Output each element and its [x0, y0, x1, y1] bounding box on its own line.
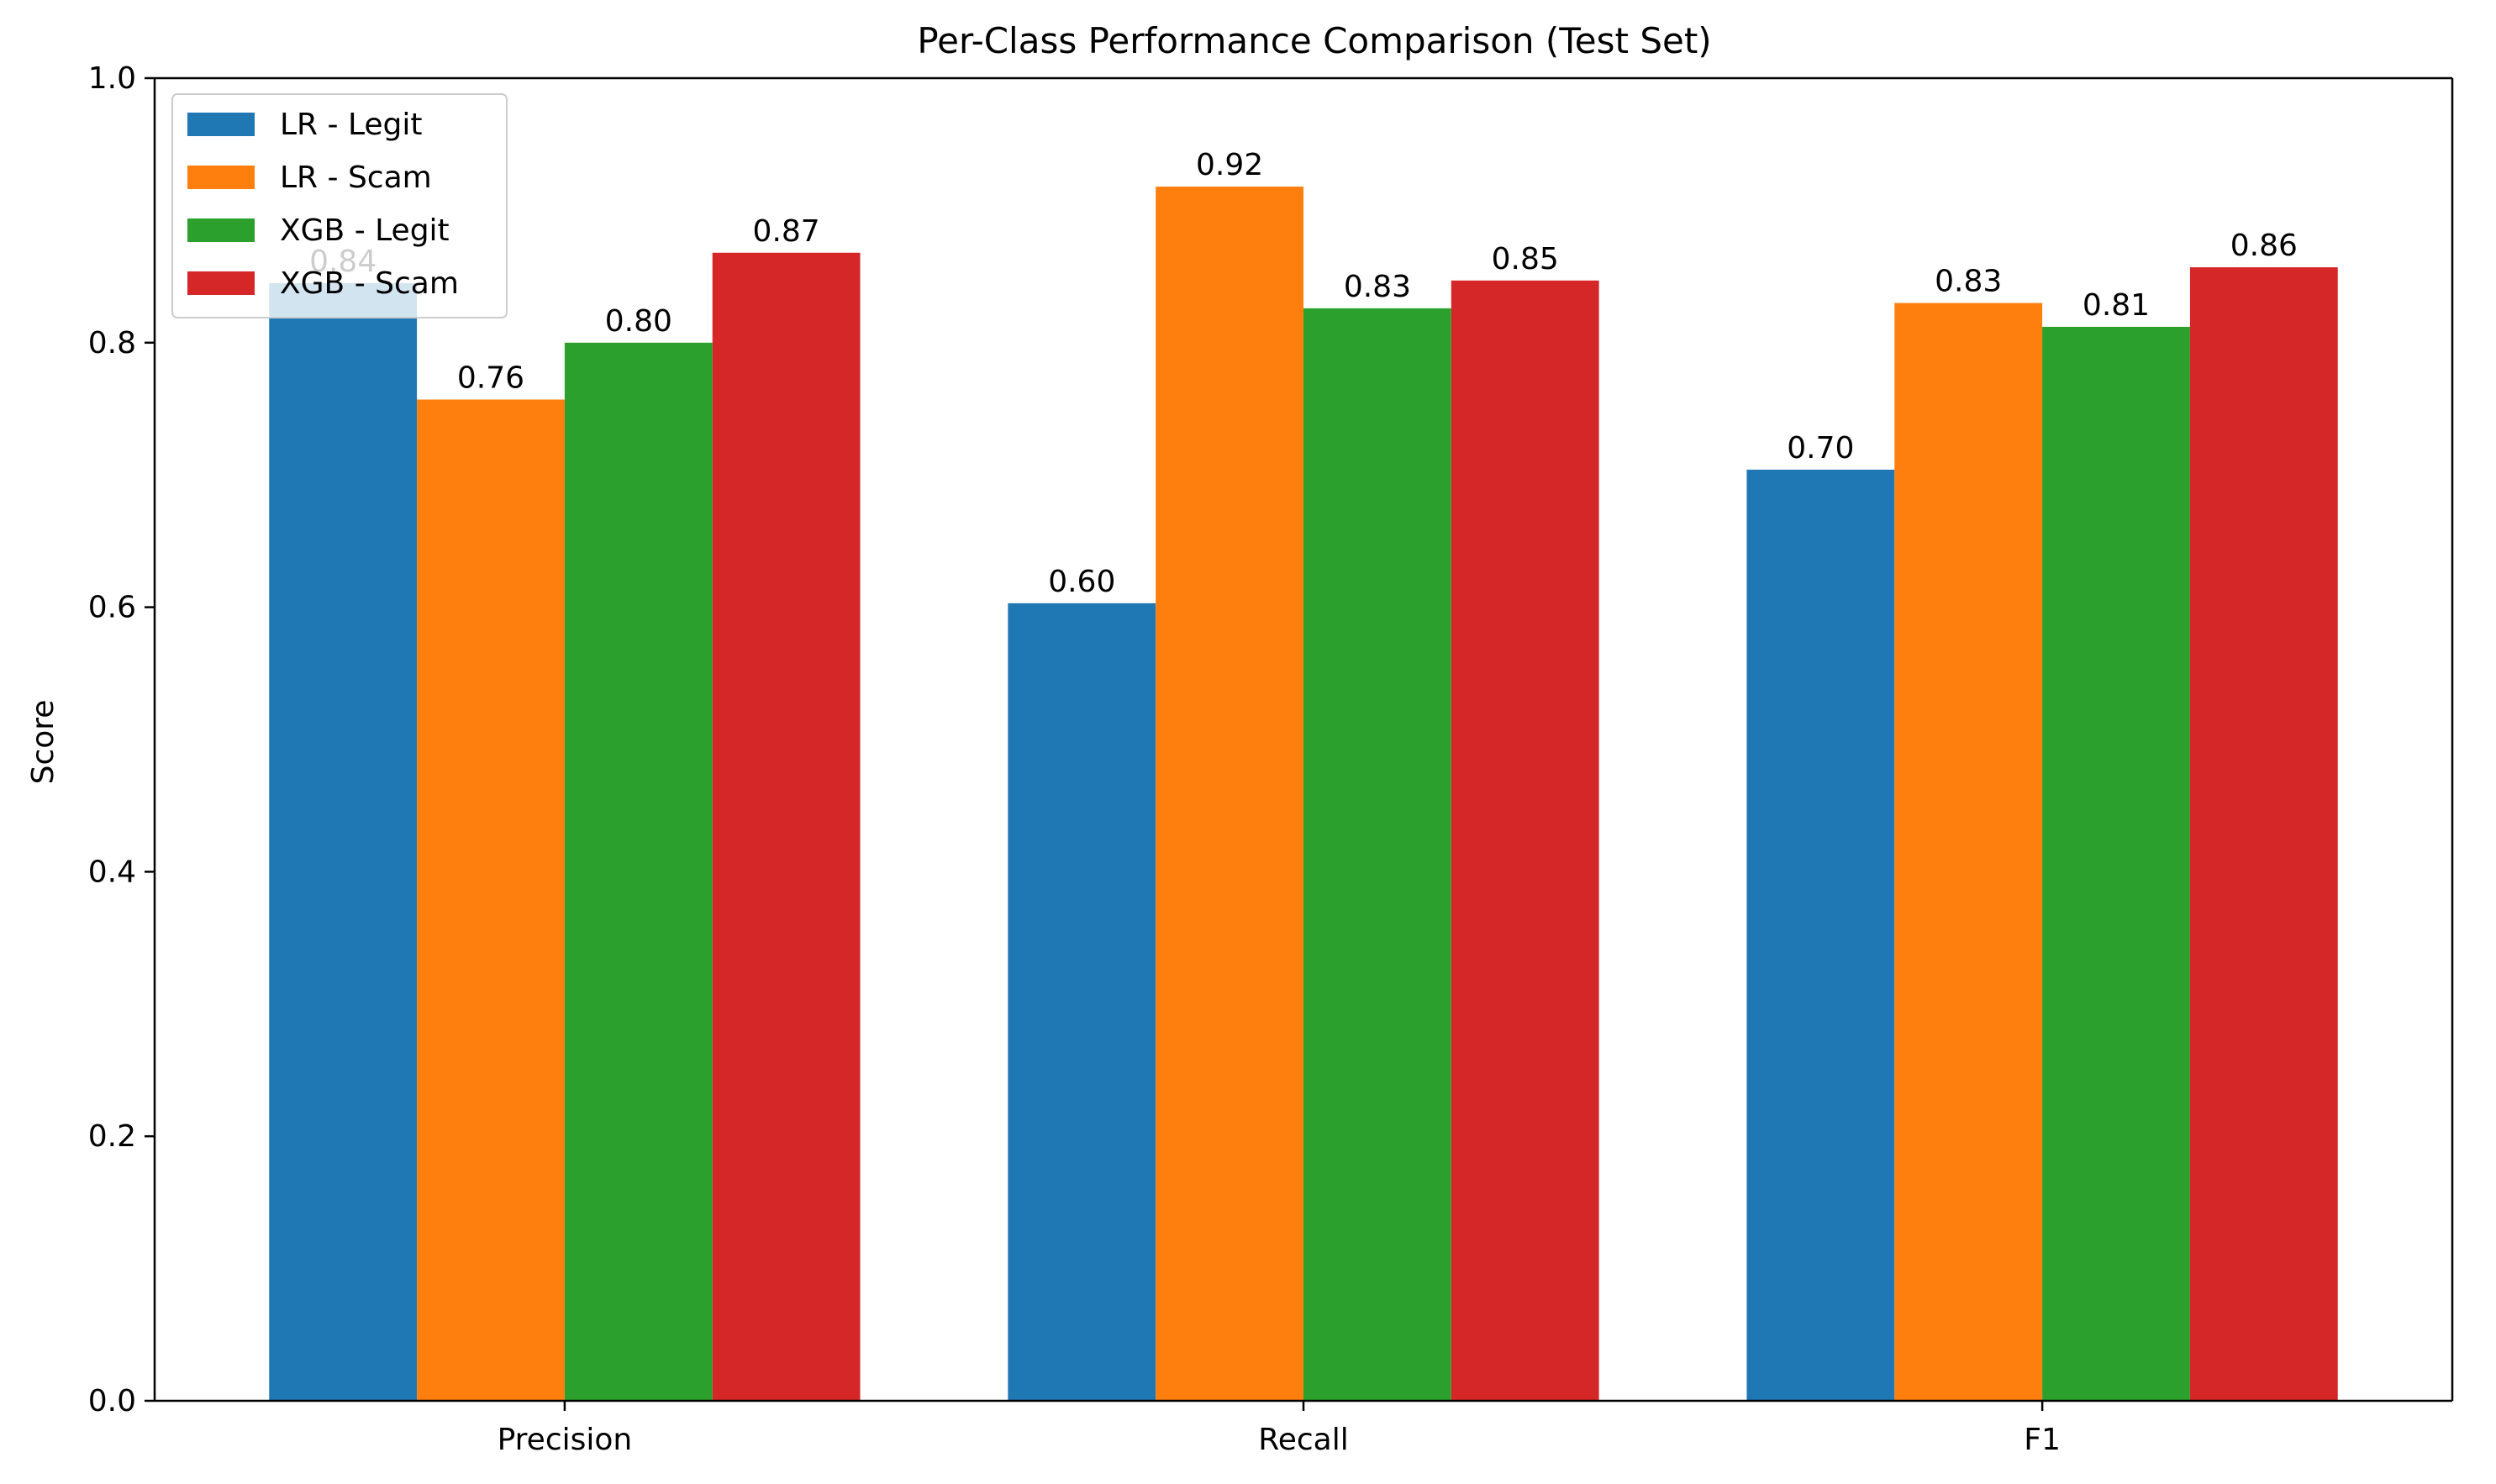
x-tick-label: Recall [1258, 1423, 1348, 1457]
data-label: 0.92 [1196, 148, 1263, 182]
y-tick-label: 0.8 [88, 326, 136, 360]
bar-precision-xgb-legit [564, 342, 713, 1401]
y-tick-label: 0.6 [88, 591, 136, 625]
bar-f1-xgb-scam [2189, 267, 2338, 1402]
data-label: 0.87 [753, 214, 820, 249]
y-tick-label: 0.0 [88, 1384, 136, 1418]
bar-f1-lr-legit [1746, 469, 1895, 1401]
legend-swatch-lr-scam [187, 166, 255, 189]
data-label: 0.60 [1048, 565, 1115, 599]
data-label: 0.70 [1787, 431, 1854, 466]
bar-recall-lr-scam [1156, 187, 1303, 1401]
legend-label: XGB - Legit [280, 213, 450, 248]
data-label: 0.80 [605, 304, 672, 339]
legend-frame [171, 93, 508, 318]
legend-swatch-lr-legit [187, 113, 255, 136]
x-tick-label: F1 [2024, 1423, 2061, 1457]
y-tick-label: 0.4 [88, 855, 136, 889]
data-label: 0.86 [2230, 229, 2298, 263]
legend-label: LR - Legit [280, 108, 423, 142]
y-axis-label: Score [26, 700, 61, 785]
legend-label: LR - Scam [280, 161, 432, 195]
data-label: 0.76 [457, 360, 524, 395]
bar-f1-xgb-legit [2042, 326, 2190, 1401]
legend-swatch-xgb-scam [187, 271, 255, 295]
bar-precision-lr-scam [417, 399, 565, 1402]
bar-precision-lr-legit [269, 282, 418, 1402]
data-label: 0.85 [1492, 242, 1559, 276]
bar-recall-xgb-legit [1303, 308, 1451, 1401]
chart-title: Per-Class Performance Comparison (Test S… [917, 20, 1711, 61]
data-label: 0.83 [1344, 270, 1411, 304]
legend: LR - Legit LR - Scam XGB - Legit XGB - Scam [171, 93, 508, 318]
bar-recall-lr-legit [1008, 603, 1156, 1401]
data-label: 0.83 [1935, 265, 2002, 299]
y-tick-label: 0.2 [88, 1119, 136, 1154]
legend-label: XGB - Scam [280, 266, 459, 301]
legend-swatch-xgb-legit [187, 218, 255, 242]
plot-area: 0.840.760.800.870.600.920.830.850.700.83… [88, 61, 2454, 1457]
data-label: 0.81 [2083, 288, 2150, 323]
x-tick-label: Precision [498, 1423, 633, 1457]
y-tick-label: 1.0 [88, 61, 136, 96]
bar-f1-lr-scam [1894, 303, 2043, 1402]
bar-recall-xgb-scam [1451, 280, 1599, 1401]
bar-precision-xgb-scam [712, 252, 861, 1401]
